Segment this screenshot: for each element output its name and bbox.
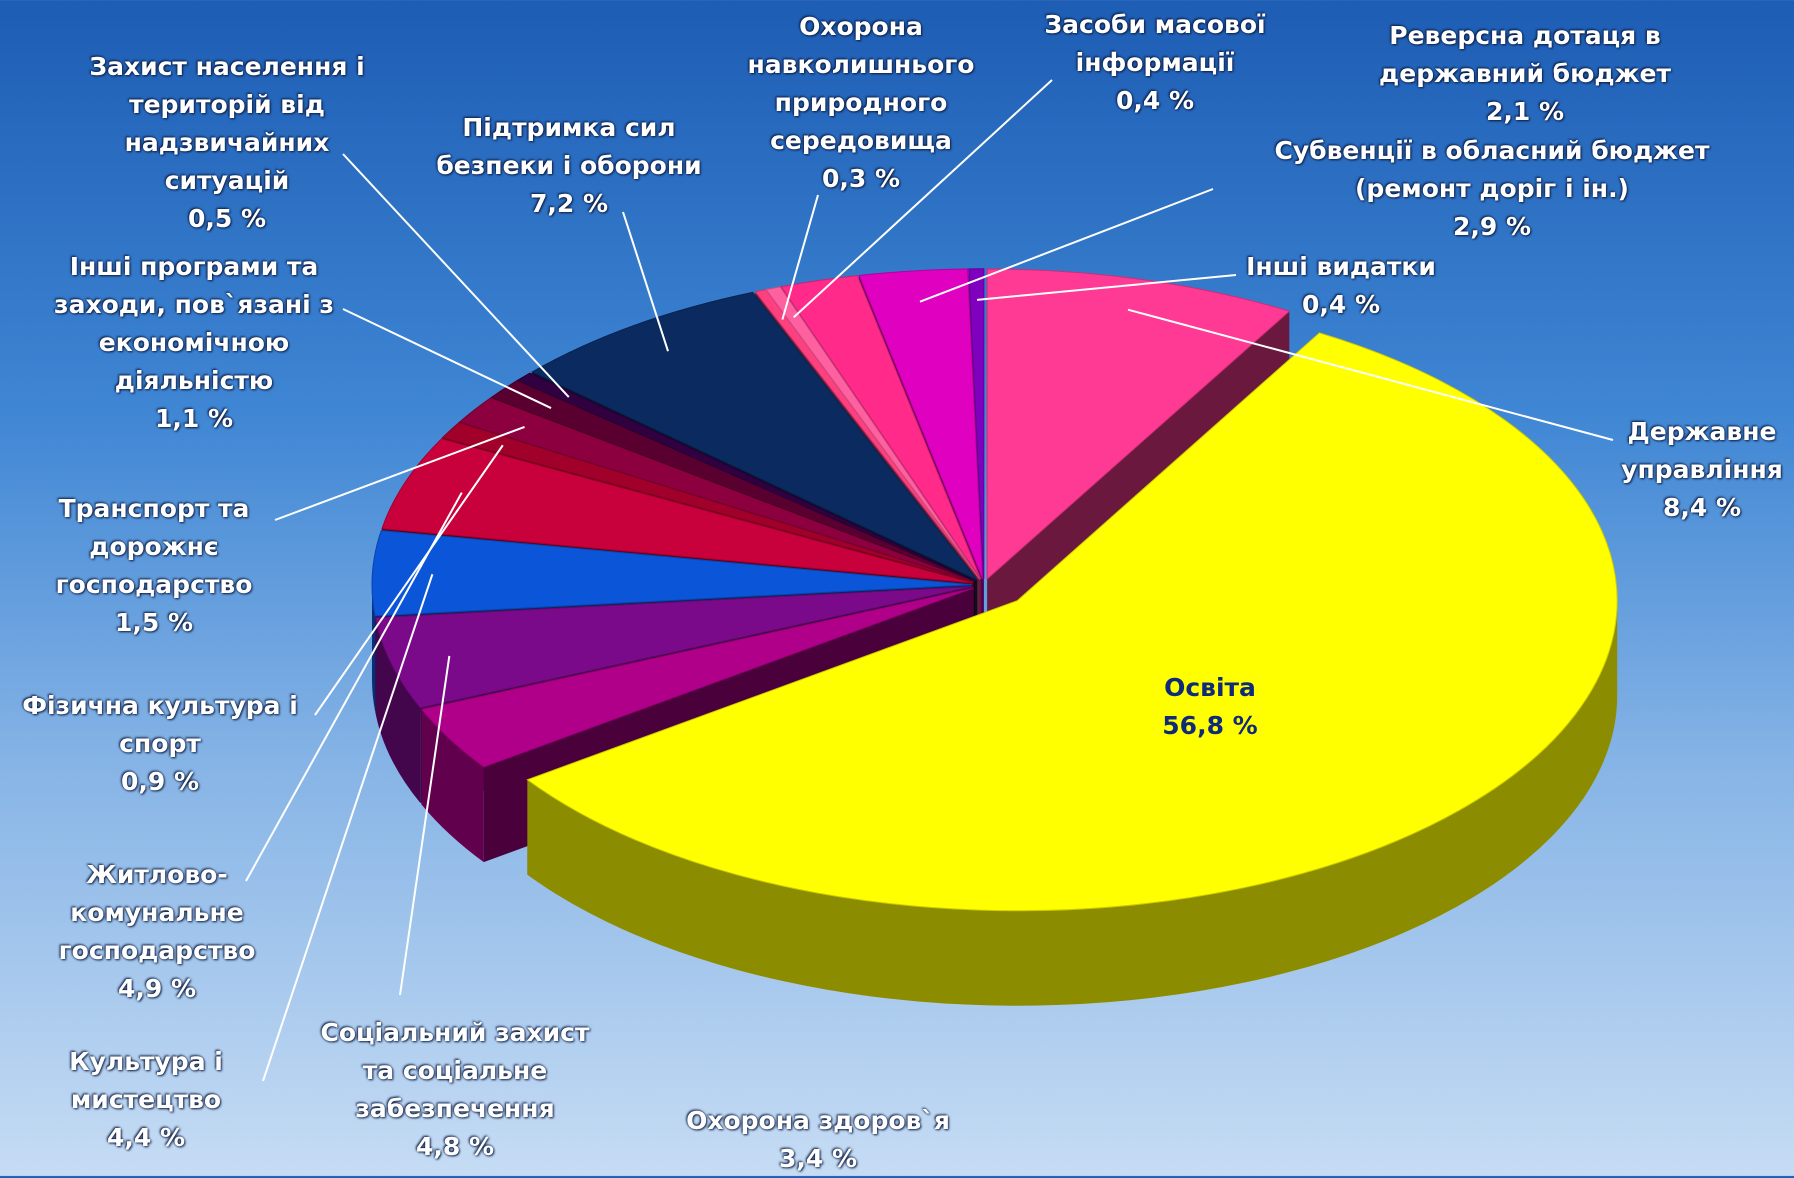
category-name: Житлово- комунальне господарство <box>59 856 256 970</box>
value-label: 4,9 % <box>59 970 256 1008</box>
data-label: Субвенції в обласний бюджет (ремонт дорі… <box>1275 132 1710 246</box>
value-label: 8,4 % <box>1621 489 1783 527</box>
value-label: 2,9 % <box>1275 208 1710 246</box>
category-name: Підтримка сил безпеки і оборони <box>436 109 701 185</box>
value-label: 56,8 % <box>1162 707 1257 745</box>
category-name: Субвенції в обласний бюджет (ремонт дорі… <box>1275 132 1710 208</box>
value-label: 0,5 % <box>89 200 364 238</box>
category-name: Освіта <box>1162 669 1257 707</box>
page: (() => { const data = JSON.parse(documen… <box>0 0 1794 1176</box>
value-label: 2,1 % <box>1379 93 1671 131</box>
category-name: Реверсна дотаця в державний бюджет <box>1379 17 1671 93</box>
value-label: 7,2 % <box>436 185 701 223</box>
category-name: Охорона навколишнього природного середов… <box>748 8 975 160</box>
category-name: Соціальний захист та соціальне забезпече… <box>321 1014 590 1128</box>
leader-line <box>343 309 551 408</box>
value-label: 0,9 % <box>22 763 298 801</box>
category-name: Фізична культура і спорт <box>22 687 298 763</box>
value-label: 1,1 % <box>54 400 334 438</box>
data-label: Інші програми та заходи, пов`язані з еко… <box>54 248 334 438</box>
category-name: Інші програми та заходи, пов`язані з еко… <box>54 248 334 400</box>
data-label: Охорона навколишнього природного середов… <box>748 8 975 198</box>
value-label: 4,4 % <box>69 1119 223 1157</box>
value-label: 4,8 % <box>321 1128 590 1166</box>
data-label: Соціальний захист та соціальне забезпече… <box>321 1014 590 1166</box>
category-name: Транспорт та дорожнє господарство <box>56 490 253 604</box>
category-name: Охорона здоров`я <box>686 1102 950 1140</box>
value-label: 3,4 % <box>686 1140 950 1178</box>
category-name: Державне управління <box>1621 413 1783 489</box>
category-name: Інші видатки <box>1246 248 1436 286</box>
category-name: Засоби масової інформації <box>1044 6 1265 82</box>
value-label: 0,4 % <box>1044 82 1265 120</box>
data-label: Захист населення і територій від надзвич… <box>89 48 364 238</box>
category-name: Культура і мистецтво <box>69 1043 223 1119</box>
value-label: 0,3 % <box>748 160 975 198</box>
value-label: 0,4 % <box>1246 286 1436 324</box>
value-label: 1,5 % <box>56 604 253 642</box>
category-name: Захист населення і територій від надзвич… <box>89 48 364 200</box>
leader-line <box>263 574 432 1081</box>
